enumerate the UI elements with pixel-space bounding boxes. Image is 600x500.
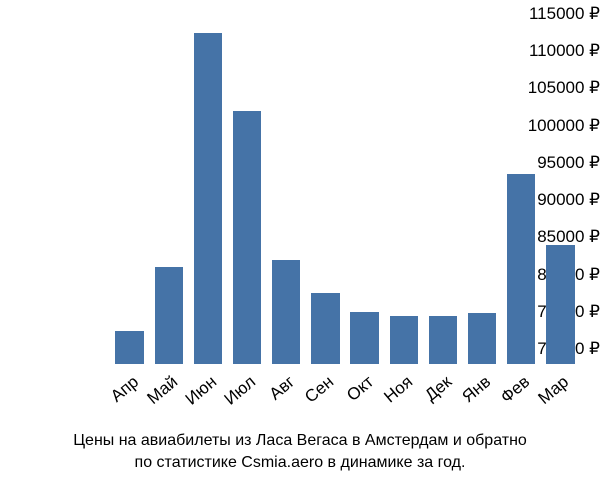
bar xyxy=(155,267,183,364)
bar xyxy=(233,111,261,364)
x-tick-label: Ноя xyxy=(380,372,417,407)
x-tick-label: Июл xyxy=(221,372,260,410)
x-tick-label: Сен xyxy=(302,372,339,407)
chart-caption: Цены на авиабилеты из Ласа Вегаса в Амст… xyxy=(0,430,600,473)
bar xyxy=(507,174,535,364)
bar xyxy=(429,316,457,364)
bar xyxy=(115,331,143,365)
x-tick-label: Окт xyxy=(343,372,378,406)
plot-area xyxy=(110,14,580,364)
x-tick-label: Май xyxy=(143,372,181,409)
x-tick-label: Фев xyxy=(497,372,534,408)
bar xyxy=(390,316,418,364)
bar xyxy=(194,33,222,364)
bar xyxy=(272,260,300,364)
price-chart: 70000 ₽75000 ₽80000 ₽85000 ₽90000 ₽95000… xyxy=(0,0,600,500)
x-tick-label: Авг xyxy=(266,372,299,404)
bar xyxy=(468,313,496,364)
bar xyxy=(350,312,378,364)
x-tick-label: Мар xyxy=(535,372,573,409)
x-tick-label: Июн xyxy=(182,372,221,409)
x-tick-label: Янв xyxy=(459,372,495,407)
bar xyxy=(311,293,339,364)
bar xyxy=(546,245,574,364)
caption-line-1: Цены на авиабилеты из Ласа Вегаса в Амст… xyxy=(73,432,527,449)
caption-line-2: по статистике Csmia.aero в динамике за г… xyxy=(135,454,466,471)
x-tick-label: Апр xyxy=(107,372,143,407)
x-tick-label: Дек xyxy=(421,372,456,406)
